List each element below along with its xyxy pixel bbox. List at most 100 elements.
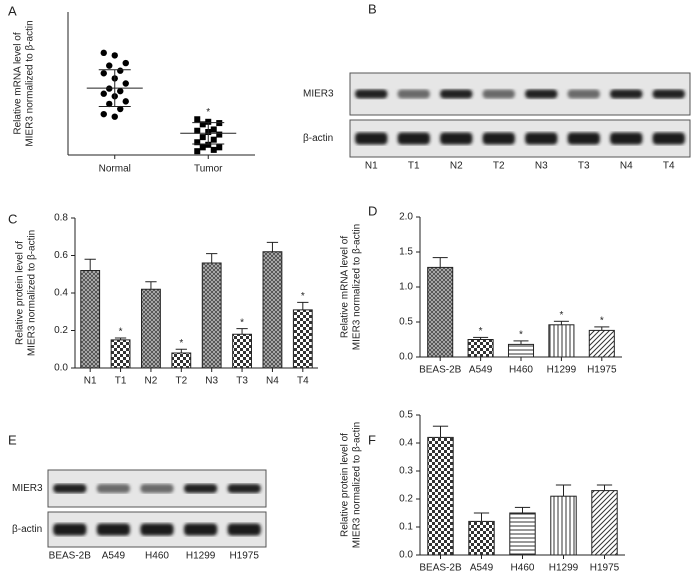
y-axis-label: Relative mRNA level of (13, 32, 24, 134)
blot-band (355, 89, 388, 99)
y-tick-label: 0.5 (399, 317, 413, 328)
x-tick-label: BEAS-2B (419, 365, 462, 376)
bar (110, 339, 131, 369)
x-tick-label: A549 (470, 563, 494, 574)
bar (171, 352, 192, 369)
x-tick-label: H1975 (590, 563, 620, 574)
data-point (216, 144, 223, 151)
bar (548, 324, 575, 358)
lane-label: T4 (663, 161, 675, 172)
blot-band (482, 89, 515, 99)
lane-label: N3 (535, 161, 548, 172)
blot-band (610, 89, 643, 99)
data-point (117, 67, 124, 74)
y-tick-label: 0.2 (399, 494, 413, 505)
blot-band (140, 523, 174, 536)
bar (507, 343, 535, 358)
data-point (210, 146, 217, 153)
blot-band (652, 89, 685, 99)
bar (427, 266, 454, 358)
panel-label: F (368, 432, 376, 447)
x-tick-label: T4 (297, 376, 309, 387)
data-point (106, 62, 113, 69)
y-tick-label: 0.4 (54, 288, 68, 299)
data-point (199, 144, 206, 151)
bar (232, 333, 252, 369)
significance-star: * (519, 330, 523, 341)
y-tick-label: 0.1 (399, 522, 413, 533)
data-point (216, 131, 223, 138)
x-tick-label: H1299 (549, 563, 579, 574)
lane-label: N2 (450, 161, 463, 172)
blot-band (567, 89, 600, 99)
lane-label: N4 (620, 161, 633, 172)
blot-row-label: MIER3 (303, 89, 334, 100)
bar (468, 520, 495, 556)
bar (550, 495, 577, 556)
x-tick-label: H1299 (547, 365, 577, 376)
significance-star: * (206, 107, 210, 118)
blot-band (482, 132, 515, 145)
panel-label: D (368, 203, 377, 218)
y-tick-label: 0.0 (399, 352, 413, 363)
y-tick-label: 0.2 (54, 325, 68, 336)
blot-band (440, 132, 473, 145)
data-point (210, 126, 217, 133)
blot-band (397, 132, 430, 145)
lane-label: H1299 (186, 551, 216, 562)
x-tick-label: H460 (509, 365, 533, 376)
data-point (210, 136, 217, 143)
blot-band (355, 132, 388, 145)
bar (292, 309, 313, 369)
significance-star: * (240, 317, 244, 328)
data-point (106, 100, 113, 108)
x-tick-label: N2 (145, 376, 158, 387)
x-tick-label: T1 (115, 376, 127, 387)
lane-label: BEAS-2B (49, 551, 92, 562)
x-tick-label: T2 (175, 376, 187, 387)
blot-band (610, 132, 643, 145)
y-axis-label: MIER3 normalized to β-actin (25, 20, 36, 146)
data-point (111, 52, 118, 59)
blot-band (96, 523, 130, 536)
data-point (111, 113, 118, 120)
blot-band (227, 484, 261, 493)
data-point (106, 85, 113, 92)
significance-star: * (119, 327, 123, 338)
significance-star: * (559, 310, 563, 321)
y-axis-label: Relative protein level of (15, 241, 26, 345)
lane-label: N1 (365, 161, 378, 172)
bar (262, 251, 283, 369)
data-point (216, 120, 223, 127)
bar (201, 262, 222, 369)
x-tick-label: H460 (511, 563, 535, 574)
significance-star: * (179, 338, 183, 349)
data-point (122, 80, 129, 87)
bar (141, 288, 161, 369)
y-axis-label: Relative protein level of (340, 433, 351, 537)
blot-row-label: MIER3 (12, 483, 43, 494)
data-point (100, 70, 107, 77)
blot-band (53, 484, 87, 493)
blot-band (140, 484, 174, 493)
x-tick-label: T3 (236, 376, 248, 387)
lane-label: T1 (408, 161, 420, 172)
data-point (194, 139, 201, 146)
x-tick-label: N3 (205, 376, 218, 387)
y-tick-label: 2.0 (399, 212, 413, 223)
blot-row-label: β-actin (303, 133, 333, 144)
data-point (194, 148, 201, 155)
y-tick-label: 0.0 (54, 363, 68, 374)
blot-band (184, 484, 218, 493)
data-point (100, 110, 107, 118)
x-tick-label: H1975 (587, 365, 617, 376)
blot-band (96, 484, 130, 493)
y-tick-label: 0.6 (54, 250, 68, 261)
bar (509, 512, 536, 556)
y-axis-label: MIER3 normalized to β-actin (27, 230, 38, 356)
data-point (205, 141, 212, 148)
data-point (100, 90, 107, 97)
data-point (199, 121, 206, 128)
data-point (194, 116, 201, 123)
